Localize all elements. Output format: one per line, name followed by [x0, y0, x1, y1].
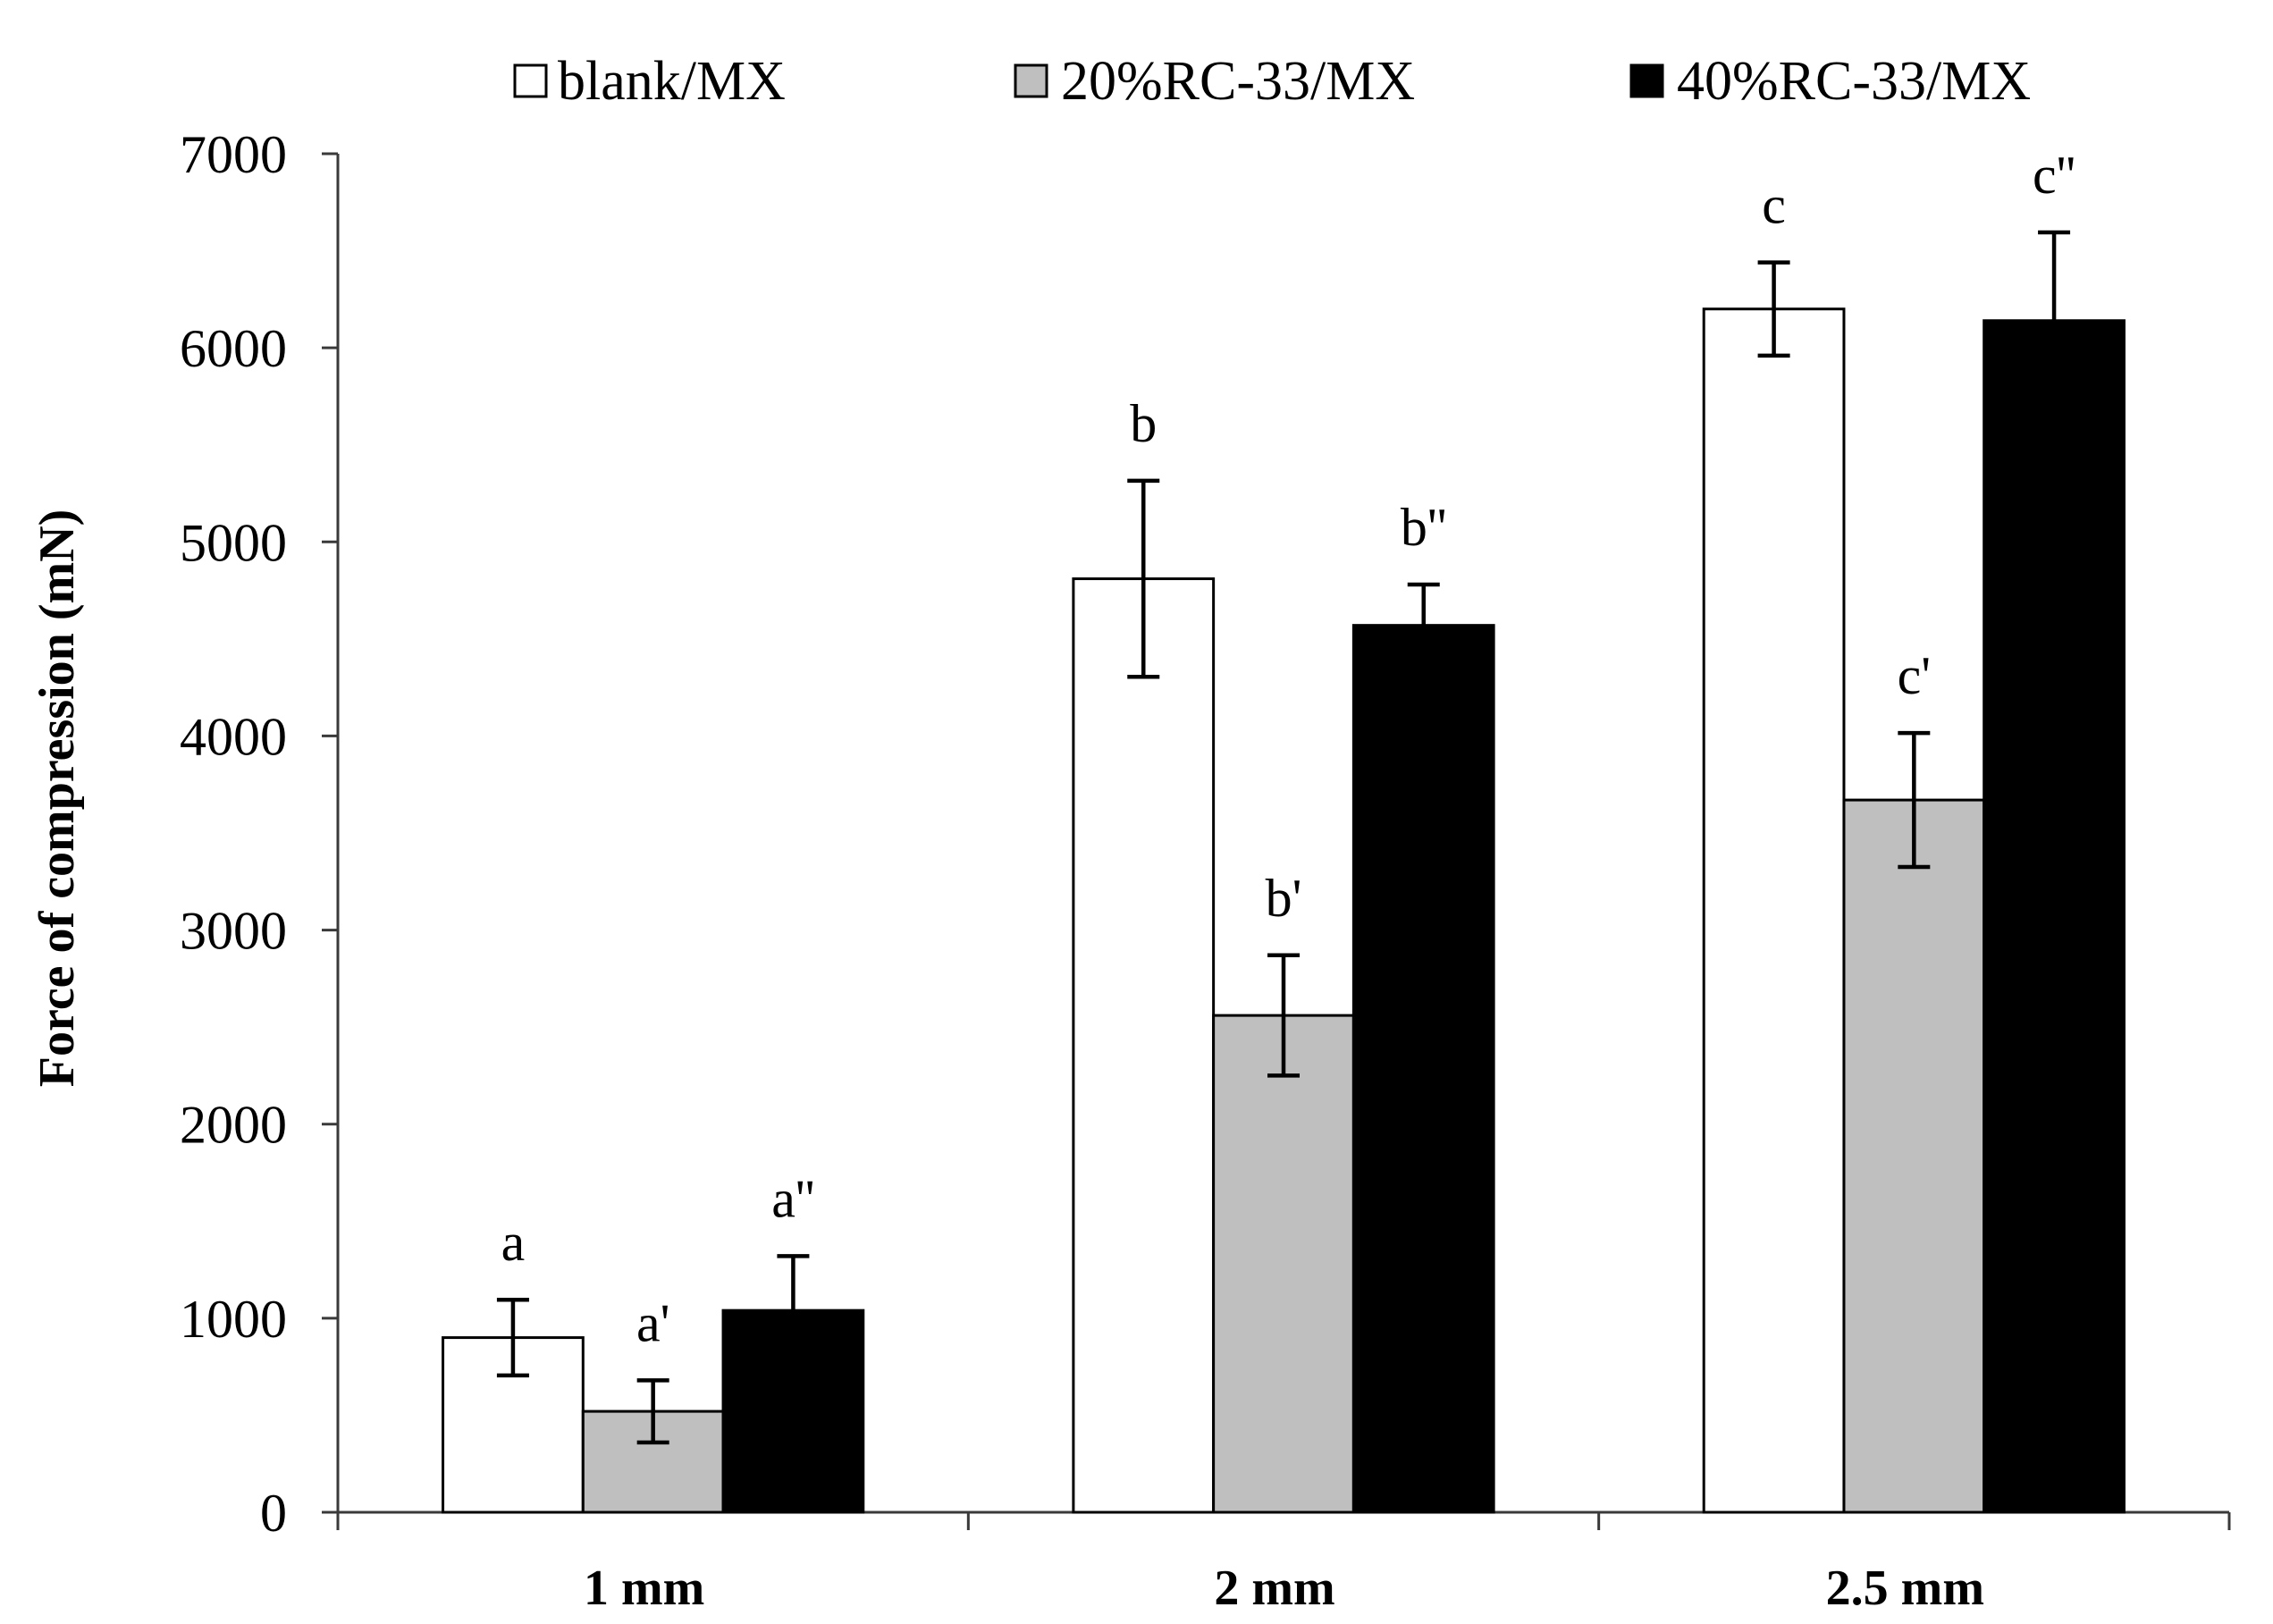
x-category-label: 1 mm [584, 1561, 704, 1616]
legend-swatch-40-rc33-mx [1629, 63, 1664, 98]
legend-swatch-20-rc33-mx [1014, 63, 1048, 98]
y-axis-title: Force of compression (mN) [29, 509, 85, 1087]
legend-item-20-rc33-mx: 20%RC-33/MX [1014, 51, 1415, 112]
bar [1351, 624, 1495, 1514]
bar [1212, 1014, 1355, 1514]
y-tick-label: 5000 [180, 513, 287, 572]
significance-letter: a [501, 1213, 526, 1272]
bar [1702, 307, 1846, 1514]
bar [1983, 319, 2126, 1514]
legend-item-blank-mx: blank/MX [513, 51, 786, 112]
legend-label-20-rc33-mx: 20%RC-33/MX [1061, 51, 1415, 112]
y-tick-label: 7000 [180, 125, 287, 184]
legend-item-40-rc33-mx: 40%RC-33/MX [1629, 51, 2031, 112]
bar [1072, 577, 1216, 1514]
y-tick-label: 3000 [180, 902, 287, 961]
significance-letter: b' [1266, 869, 1302, 928]
x-category-label: 2 mm [1214, 1561, 1334, 1616]
x-category-label: 2.5 mm [1826, 1561, 1984, 1616]
y-tick-label: 4000 [180, 707, 287, 766]
significance-letter: a'' [771, 1169, 814, 1228]
legend-label-blank-mx: blank/MX [558, 51, 786, 112]
significance-letter: a' [636, 1293, 669, 1352]
significance-letter: b [1130, 394, 1157, 453]
plot-area: 0 1000 2000 3000 4000 5000 6000 7000 1 mm 2 mm 2.5… [180, 125, 2231, 1616]
significance-letter: b'' [1401, 498, 1447, 557]
significance-letter: c [1762, 176, 1786, 235]
bar [581, 1409, 725, 1514]
significance-letter: c'' [2033, 146, 2075, 205]
legend-label-40-rc33-mx: 40%RC-33/MX [1677, 51, 2031, 112]
legend-swatch-blank-mx [513, 63, 548, 98]
significance-letter: c' [1898, 646, 1931, 705]
y-tick-label: 2000 [180, 1096, 287, 1155]
y-tick-label: 6000 [180, 319, 287, 378]
legend: blank/MX 20%RC-33/MX 40%RC-33/MX [513, 51, 2031, 112]
y-tick-label: 1000 [180, 1290, 287, 1349]
y-tick-label: 0 [260, 1484, 287, 1543]
bar [1842, 798, 1986, 1514]
